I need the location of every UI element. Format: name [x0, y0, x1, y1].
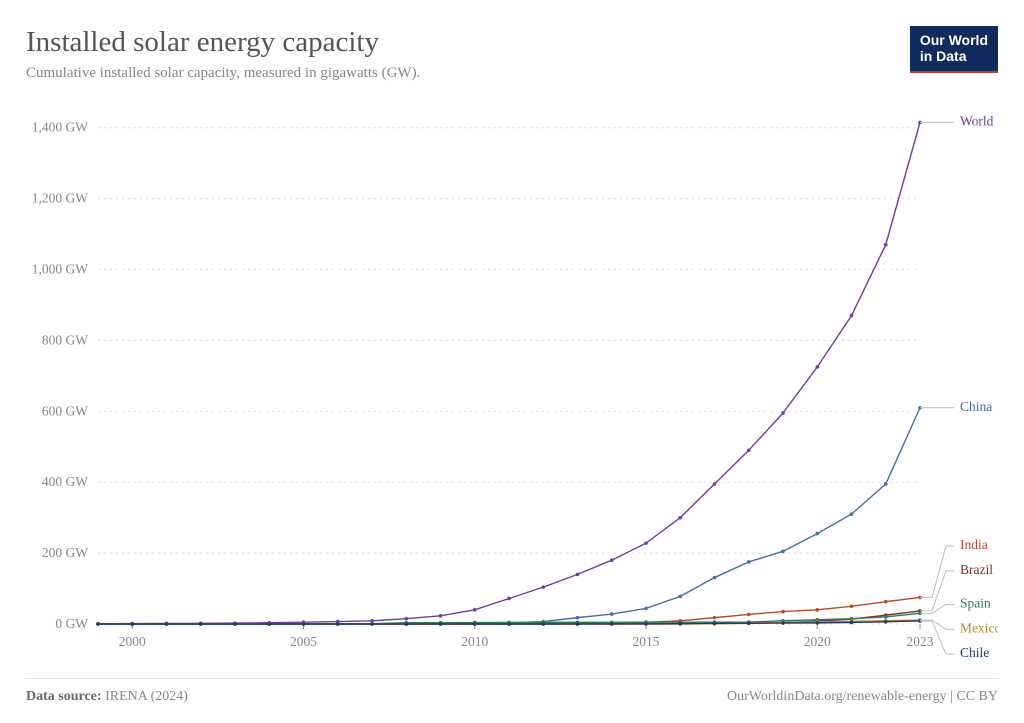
series-marker: [884, 615, 888, 619]
series-marker: [302, 623, 306, 627]
svg-text:2020: 2020: [804, 634, 831, 649]
series-marker: [541, 623, 545, 627]
svg-text:2005: 2005: [290, 634, 317, 649]
chart-subtitle: Cumulative installed solar capacity, mea…: [26, 65, 420, 82]
attribution: OurWorldinData.org/renewable-energy | CC…: [727, 689, 998, 705]
series-marker: [439, 623, 443, 627]
series-marker: [713, 616, 717, 620]
series-marker: [404, 623, 408, 627]
series-marker: [610, 613, 614, 617]
svg-text:1,200 GW: 1,200 GW: [32, 191, 88, 206]
series-label-spain: Spain: [960, 596, 991, 611]
series-line-world: [98, 123, 920, 624]
series-marker: [815, 608, 819, 612]
series-marker: [850, 605, 854, 609]
series-marker: [678, 516, 682, 520]
svg-text:2023: 2023: [907, 634, 934, 649]
series-label-china: China: [960, 399, 992, 414]
series-marker: [644, 542, 648, 546]
series-marker: [507, 597, 511, 601]
series-marker: [507, 623, 511, 627]
title-block: Installed solar energy capacity Cumulati…: [26, 26, 420, 82]
series-marker: [576, 616, 580, 620]
series-marker: [850, 314, 854, 318]
logo-line-1: Our World: [920, 32, 988, 48]
series-marker: [747, 449, 751, 453]
series-marker: [165, 623, 169, 627]
series-marker: [713, 483, 717, 487]
series-marker: [404, 617, 408, 621]
source-value: IRENA (2024): [105, 689, 188, 704]
series-marker: [678, 622, 682, 626]
series-marker: [884, 483, 888, 487]
series-marker: [850, 513, 854, 517]
series-label-mexico: Mexico: [960, 621, 998, 636]
series-marker: [439, 614, 443, 618]
series-marker: [610, 559, 614, 563]
series-marker: [473, 608, 477, 612]
svg-text:1,000 GW: 1,000 GW: [32, 262, 88, 277]
series-marker: [747, 613, 751, 617]
svg-text:800 GW: 800 GW: [42, 333, 88, 348]
series-marker: [233, 623, 237, 627]
series-marker: [815, 532, 819, 536]
svg-text:400 GW: 400 GW: [42, 475, 88, 490]
series-marker: [541, 586, 545, 590]
owid-logo: Our World in Data: [910, 26, 998, 73]
svg-text:0 GW: 0 GW: [55, 616, 88, 631]
svg-text:1,400 GW: 1,400 GW: [32, 120, 88, 135]
series-marker: [850, 621, 854, 625]
logo-line-2: in Data: [920, 48, 988, 64]
line-chart: 0 GW 200 GW 400 GW 600 GW 800 GW 1,000 GW 1,20…: [26, 100, 998, 660]
footer: Data source: IRENA (2024) OurWorldinData…: [26, 678, 998, 705]
series-marker: [747, 561, 751, 565]
svg-text:2010: 2010: [461, 634, 488, 649]
series-line-china: [98, 408, 920, 624]
series-marker: [713, 622, 717, 626]
series-marker: [199, 623, 203, 627]
series-marker: [336, 623, 340, 627]
series-marker: [713, 576, 717, 580]
svg-text:2000: 2000: [119, 634, 146, 649]
series-marker: [884, 243, 888, 247]
series-marker: [130, 623, 134, 627]
series-marker: [815, 621, 819, 625]
series-marker: [884, 620, 888, 624]
series-marker: [815, 366, 819, 370]
label-connector: [920, 605, 954, 614]
series-label-india: India: [960, 537, 988, 552]
chart-container: Installed solar energy capacity Cumulati…: [0, 0, 1024, 723]
series-marker: [644, 607, 648, 611]
chart-title: Installed solar energy capacity: [26, 26, 420, 59]
header: Installed solar energy capacity Cumulati…: [26, 26, 998, 82]
series-marker: [576, 623, 580, 627]
series-marker: [644, 622, 648, 626]
series-marker: [610, 622, 614, 626]
svg-text:200 GW: 200 GW: [42, 545, 88, 560]
series-label-world: World: [960, 114, 994, 129]
svg-text:2015: 2015: [633, 634, 660, 649]
series-marker: [781, 622, 785, 626]
series-marker: [781, 412, 785, 416]
series-marker: [781, 550, 785, 554]
data-source: Data source: IRENA (2024): [26, 689, 188, 705]
series-marker: [370, 623, 374, 627]
source-label: Data source:: [26, 689, 102, 704]
series-marker: [267, 623, 271, 627]
series-label-chile: Chile: [960, 646, 989, 661]
label-connector: [920, 546, 954, 597]
series-label-brazil: Brazil: [960, 562, 993, 577]
plot-area-wrapper: 0 GW 200 GW 400 GW 600 GW 800 GW 1,000 GW 1,20…: [26, 100, 998, 660]
series-marker: [96, 623, 100, 627]
series-marker: [678, 595, 682, 599]
svg-text:600 GW: 600 GW: [42, 404, 88, 419]
series-marker: [884, 600, 888, 604]
series-marker: [473, 623, 477, 627]
series-marker: [781, 610, 785, 614]
series-marker: [747, 622, 751, 626]
series-marker: [576, 573, 580, 577]
